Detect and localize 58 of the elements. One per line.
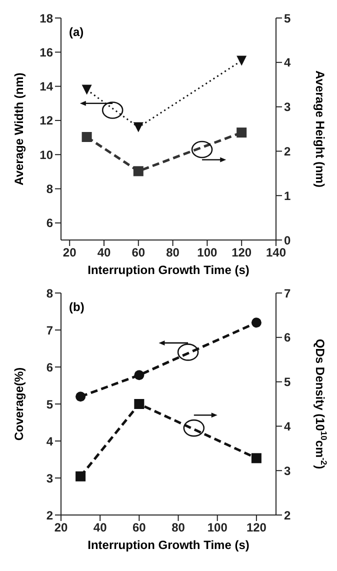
point [134, 370, 144, 380]
y-tick-label: 7 [46, 323, 54, 338]
y-tick-label: 6 [46, 216, 54, 230]
point [76, 392, 86, 402]
x-tick-label: 140 [266, 246, 286, 260]
y2-tick-label: 5 [284, 375, 291, 390]
y2-tick-label: 6 [284, 330, 291, 345]
y2-tick-label: 3 [284, 464, 291, 478]
y2-tick-label: 3 [284, 100, 291, 114]
point [133, 166, 144, 176]
point [236, 128, 247, 138]
y-tick-label: 5 [46, 397, 54, 412]
y-tick-label: 14 [40, 80, 54, 94]
y2-axis-title: Average Height (nm) [313, 70, 327, 188]
x-tick-label: 80 [166, 246, 180, 260]
x-tick-label: 120 [246, 520, 267, 535]
y2-tick-label: 2 [284, 144, 291, 158]
x-axis-title: Interruption Growth Time (s) [88, 538, 250, 552]
point [133, 122, 144, 132]
y2-tick-label: 7 [284, 286, 291, 300]
x-tick-label: 80 [172, 520, 186, 535]
y-axis-title: Average Width (nm) [12, 72, 26, 186]
x-tick-label: 100 [207, 520, 228, 535]
y-axis-title: Coverage(%) [12, 367, 26, 441]
point [82, 132, 92, 142]
y-tick-label: 4 [46, 434, 54, 448]
y-tick-label: 8 [46, 182, 54, 196]
y2-tick-label: 2 [284, 508, 291, 522]
y-tick-label: 6 [46, 360, 54, 374]
point [251, 318, 262, 328]
point [82, 84, 92, 95]
annotation: (a) [69, 25, 84, 39]
y-tick-label: 18 [40, 11, 54, 26]
y2-tick-label: 5 [284, 11, 291, 26]
y2-tick-label: 4 [284, 56, 291, 70]
point [251, 453, 262, 464]
x-axis-title: Interruption Growth Time (s) [88, 263, 250, 277]
point [76, 471, 86, 482]
y-tick-label: 2 [46, 508, 54, 522]
x-tick-label: 100 [197, 246, 218, 260]
y-tick-label: 3 [46, 471, 54, 486]
x-tick-label: 60 [132, 246, 146, 260]
x-tick-label: 120 [232, 246, 252, 260]
x-tick-label: 40 [93, 520, 108, 535]
y-tick-label: 12 [40, 114, 54, 128]
annotation: (b) [69, 300, 84, 314]
point [134, 399, 144, 409]
y2-tick-label: 4 [284, 419, 291, 434]
y2-tick-label: 0 [284, 233, 291, 248]
point [236, 56, 247, 66]
x-tick-label: 20 [54, 520, 68, 535]
y2-tick-label: 1 [284, 188, 291, 203]
y-tick-label: 8 [46, 286, 54, 300]
y-tick-label: 10 [40, 148, 54, 162]
x-tick-label: 20 [62, 246, 77, 260]
x-tick-label: 60 [132, 520, 146, 535]
y-tick-label: 16 [40, 45, 54, 60]
x-tick-label: 40 [97, 246, 111, 260]
